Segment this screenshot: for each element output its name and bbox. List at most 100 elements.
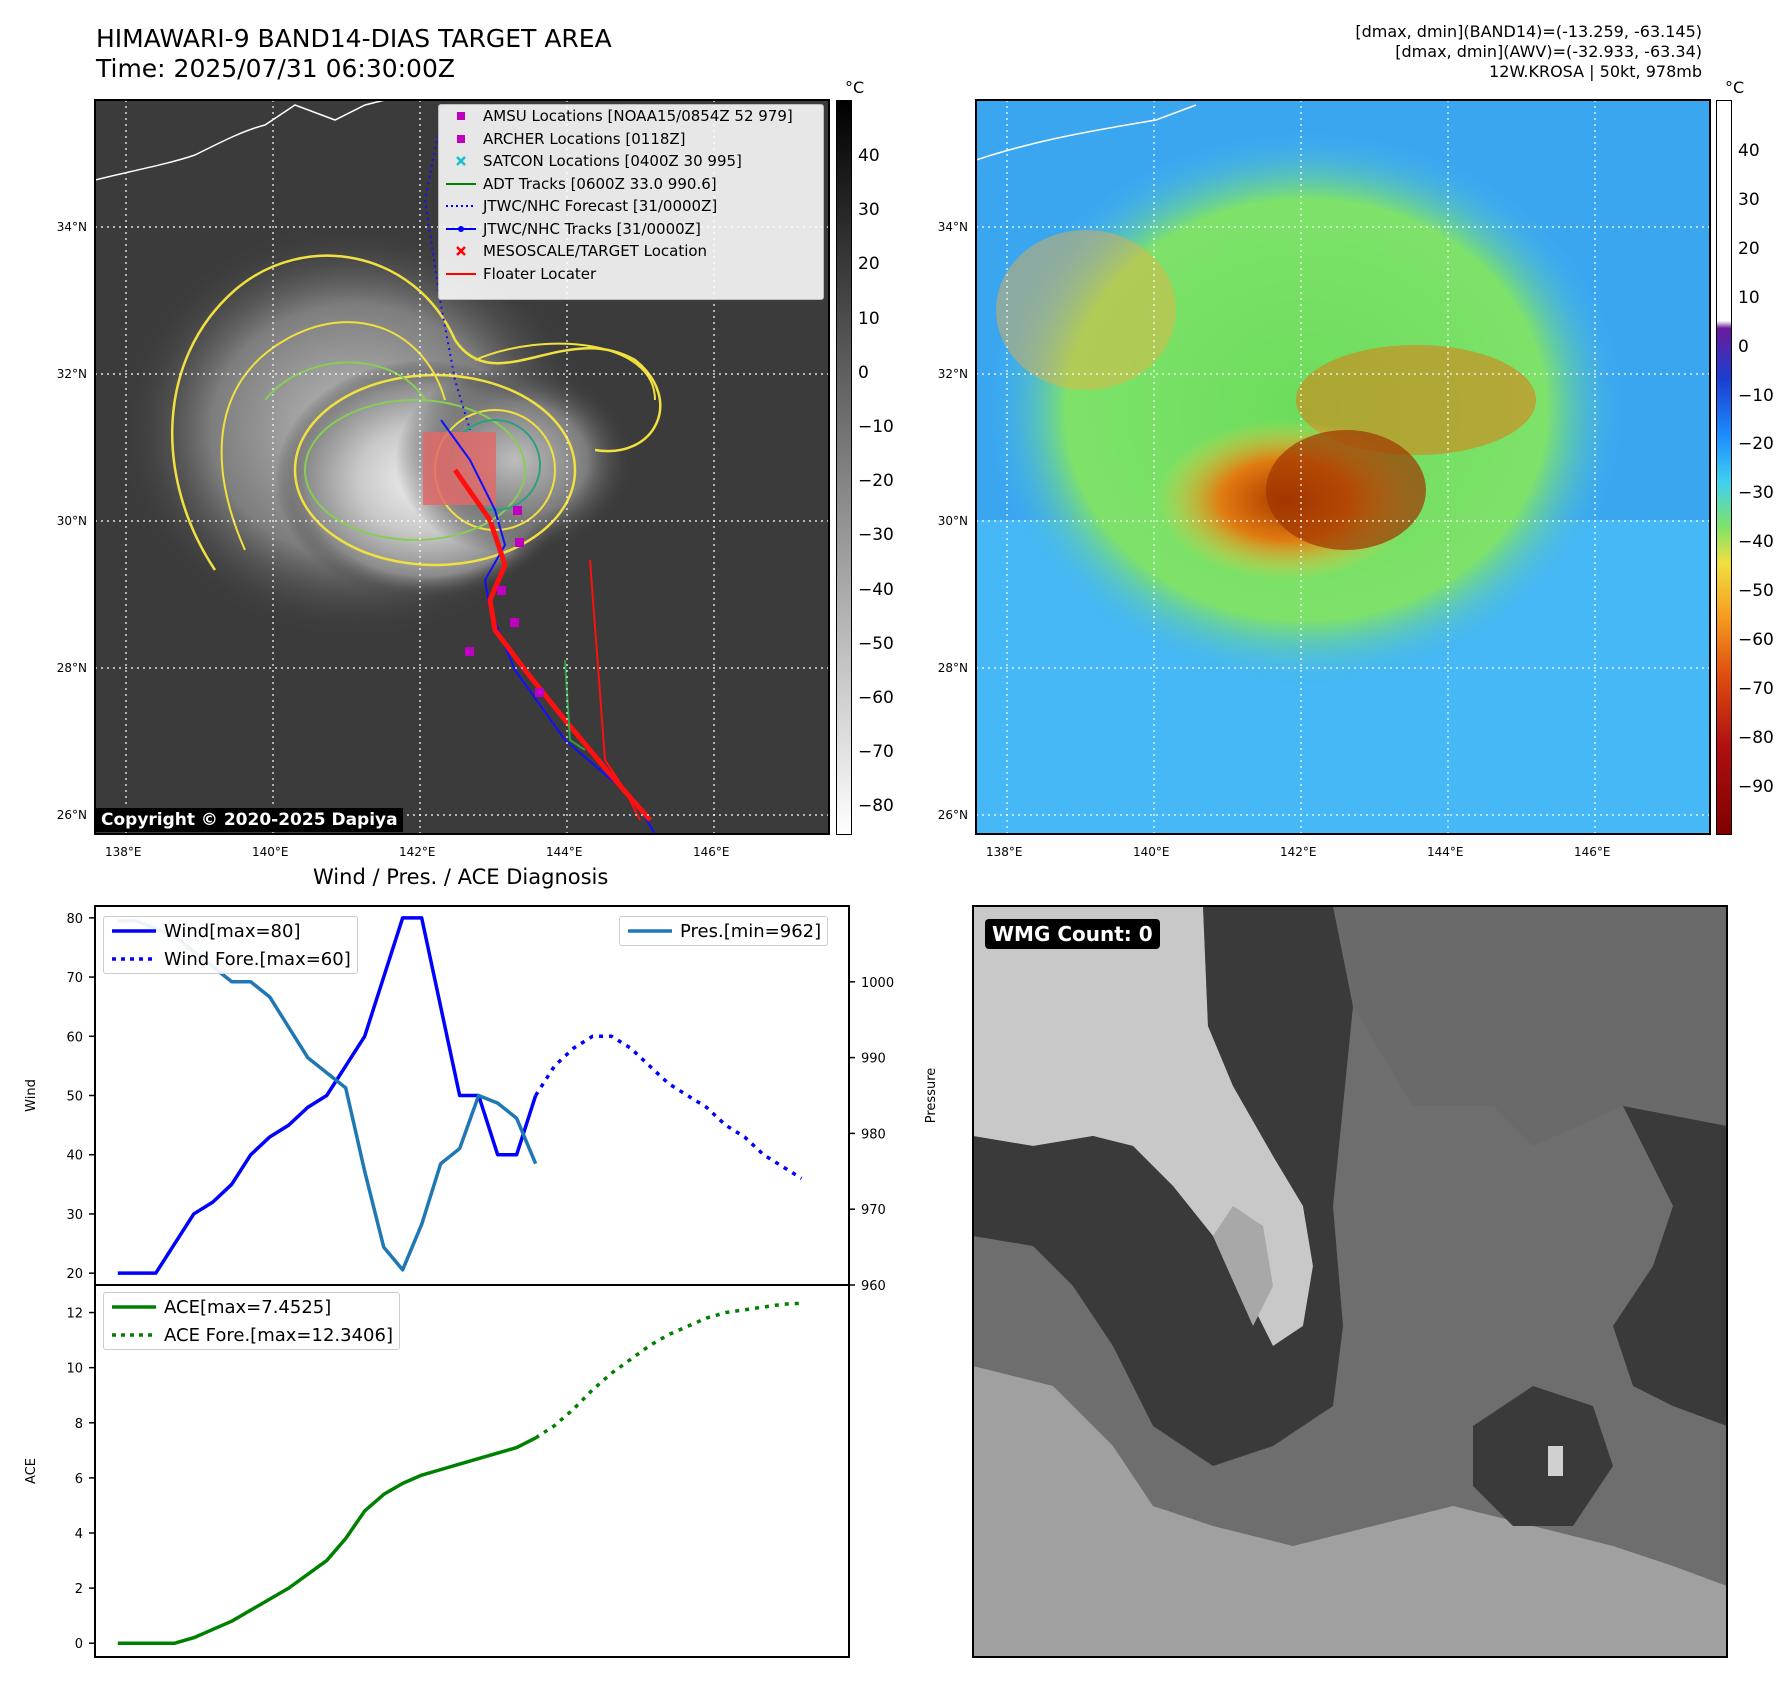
pressure-legend: Pres.[min=962] xyxy=(619,916,829,946)
map-legend-item: JTWC/NHC Tracks [31/0000Z] xyxy=(439,218,823,241)
map-legend-label: ARCHER Locations [0118Z] xyxy=(483,129,686,148)
colorbar-tick-label: −50 xyxy=(1738,581,1774,602)
map-legend-item: AMSU Locations [NOAA15/0854Z 52 979] xyxy=(439,105,823,128)
pressure-tick-label: 960 xyxy=(861,1279,886,1294)
colorbar-tick-label: 20 xyxy=(1738,238,1760,259)
pressure-tick-label: 1000 xyxy=(861,976,894,991)
map-legend: AMSU Locations [NOAA15/0854Z 52 979] ARCH… xyxy=(438,104,824,300)
wind-fore-legend-item: Wind Fore.[max=60] xyxy=(112,948,351,970)
ace-tick-label: 4 xyxy=(75,1527,83,1542)
wind-tick-label: 80 xyxy=(66,912,83,927)
map-legend-label: SATCON Locations [0400Z 30 995] xyxy=(483,152,742,171)
lat-tick-label: 34°N xyxy=(937,220,968,234)
colorbar-tick-label: −70 xyxy=(858,742,894,763)
lon-tick-label: 140°E xyxy=(1133,845,1170,859)
colorbar-tick-label: −40 xyxy=(858,579,894,600)
info-band14: [dmax, dmin](BAND14)=(-13.259, -63.145) xyxy=(1355,22,1702,41)
ace-tick-label: 2 xyxy=(75,1582,83,1597)
map-legend-item: JTWC/NHC Forecast [31/0000Z] xyxy=(439,195,823,218)
colorbar-ir xyxy=(836,100,852,835)
legend-symbol-icon xyxy=(439,132,483,146)
colorbar-tick-label: −60 xyxy=(1738,630,1774,650)
colorbar-tick-label: 0 xyxy=(858,362,869,383)
map-legend-item: SATCON Locations [0400Z 30 995] xyxy=(439,150,823,173)
legend-symbol-icon xyxy=(439,199,483,213)
colorbar-tick-label: −80 xyxy=(1738,727,1774,748)
wmg-frame xyxy=(972,905,1728,1658)
colorbar-tick-label: 20 xyxy=(858,254,880,275)
legend-symbol-icon xyxy=(439,267,483,281)
legend-symbol-icon xyxy=(439,177,483,191)
wmg-count-badge: WMG Count: 0 xyxy=(985,919,1160,949)
wind-tick-label: 30 xyxy=(66,1208,83,1223)
lon-tick-label: 144°E xyxy=(1427,845,1464,859)
map-legend-label: MESOSCALE/TARGET Location xyxy=(483,242,708,261)
ace-tick-label: 8 xyxy=(75,1417,83,1432)
info-block: [dmax, dmin](BAND14)=(-13.259, -63.145) … xyxy=(1355,22,1702,82)
map-legend-item: ARCHER Locations [0118Z] xyxy=(439,128,823,151)
colorbar-tick-label: −20 xyxy=(1738,434,1774,455)
colorbar-tick-label: 40 xyxy=(1738,141,1760,161)
colorbar-tick-label: −20 xyxy=(858,471,894,492)
map-legend-label: JTWC/NHC Forecast [31/0000Z] xyxy=(483,197,718,216)
info-storm: 12W.KROSA | 50kt, 978mb xyxy=(1489,62,1702,81)
map-legend-item: MESOSCALE/TARGET Location xyxy=(439,240,823,263)
ir-map xyxy=(95,100,829,834)
wind-series-forecast-line xyxy=(534,1034,803,1180)
lon-tick-label: 146°E xyxy=(693,845,730,859)
lat-tick-label: 26°N xyxy=(56,808,87,822)
map-legend-label: Floater Locater xyxy=(483,264,597,283)
wind-tick-label: 50 xyxy=(66,1090,83,1105)
lon-tick-label: 138°E xyxy=(986,845,1023,859)
colorbar-tick-label: −30 xyxy=(1738,483,1774,504)
ace-tick-label: 12 xyxy=(66,1307,83,1322)
wind-series-line xyxy=(117,916,538,1275)
diagnosis-title: Wind / Pres. / ACE Diagnosis xyxy=(313,865,609,889)
lat-tick-label: 28°N xyxy=(937,661,968,675)
ace-legend-item: ACE[max=7.4525] xyxy=(112,1296,332,1318)
ir-map-frame xyxy=(94,99,830,835)
legend-symbol-icon xyxy=(439,109,483,123)
pressure-tick-label: 980 xyxy=(861,1127,886,1142)
lat-tick-label: 28°N xyxy=(56,661,87,675)
lon-tick-label: 142°E xyxy=(1280,845,1317,859)
awv-map-frame xyxy=(975,99,1711,835)
ace-fore-legend-item: ACE Fore.[max=12.3406] xyxy=(112,1324,393,1346)
wind-tick-label: 40 xyxy=(66,1149,83,1164)
wind-legend: Wind[max=80] Wind Fore.[max=60] xyxy=(103,916,358,974)
colorbar-tick-label: 10 xyxy=(1738,287,1760,308)
ace-tick-label: 6 xyxy=(75,1472,83,1487)
lat-tick-label: 26°N xyxy=(937,808,968,822)
wmg-panel xyxy=(973,906,1727,1657)
info-awv: [dmax, dmin](AWV)=(-32.933, -63.34) xyxy=(1395,42,1702,61)
pressure-legend-item: Pres.[min=962] xyxy=(628,920,822,942)
colorbar-ir-unit: °C xyxy=(845,78,865,97)
map-legend-item: ADT Tracks [0600Z 33.0 990.6] xyxy=(439,173,823,196)
wind-tick-label: 20 xyxy=(66,1267,83,1282)
colorbar-tick-label: −70 xyxy=(1738,678,1774,699)
ace-legend: ACE[max=7.4525] ACE Fore.[max=12.3406] xyxy=(103,1292,400,1350)
colorbar-tick-label: −50 xyxy=(858,633,894,654)
colorbar-awv xyxy=(1716,100,1732,835)
wind-axis-label: Wind xyxy=(24,1079,39,1112)
wind-legend-item: Wind[max=80] xyxy=(112,920,301,942)
colorbar-tick-label: −10 xyxy=(858,417,894,437)
map-legend-label: ADT Tracks [0600Z 33.0 990.6] xyxy=(483,174,717,193)
lat-tick-label: 32°N xyxy=(937,367,968,381)
colorbar-tick-label: 0 xyxy=(1738,336,1749,357)
map-legend-label: JTWC/NHC Tracks [31/0000Z] xyxy=(483,219,701,238)
plot-title: HIMAWARI-9 BAND14-DIAS TARGET AREA xyxy=(96,24,612,53)
lat-tick-label: 30°N xyxy=(937,514,968,528)
legend-symbol-icon xyxy=(439,154,483,168)
colorbar-awv-unit: °C xyxy=(1725,78,1745,97)
plot-time: Time: 2025/07/31 06:30:00Z xyxy=(96,54,455,83)
colorbar-tick-label: −30 xyxy=(858,525,894,546)
colorbar-tick-label: −80 xyxy=(858,796,894,817)
wind-tick-label: 60 xyxy=(66,1030,83,1045)
colorbar-tick-label: 40 xyxy=(858,146,880,166)
ace-series-forecast-line xyxy=(534,1301,802,1440)
map-legend-item: Floater Locater xyxy=(439,263,823,286)
lon-tick-label: 144°E xyxy=(546,845,583,859)
ace-series-line xyxy=(117,1436,537,1645)
